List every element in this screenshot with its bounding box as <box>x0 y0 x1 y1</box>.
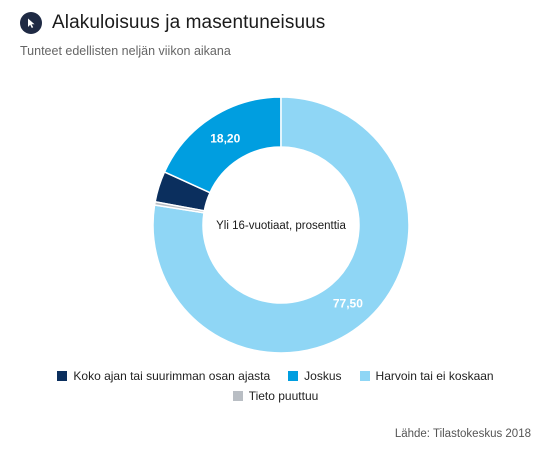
slice-data-label-1: 18,20 <box>210 131 240 145</box>
legend-swatch <box>288 371 299 381</box>
legend-item-1: Joskus <box>288 369 342 383</box>
legend-label: Joskus <box>304 369 342 383</box>
chart-header: Alakuloisuus ja masentuneisuus <box>20 12 325 34</box>
legend-item-3: Tieto puuttuu <box>232 389 319 403</box>
legend-row-2: Tieto puuttuu <box>0 386 551 406</box>
legend-item-2: Harvoin tai ei koskaan <box>359 369 494 383</box>
legend-label: Tieto puuttuu <box>248 389 319 403</box>
donut-chart: 18,20 77,50 Yli 16-vuotiaat, prosenttia <box>152 96 410 354</box>
donut-slice-3 <box>153 200 206 214</box>
slice-data-label-2: 77,50 <box>333 296 363 310</box>
legend-row-1: Koko ajan tai suurimman osan ajasta Josk… <box>0 366 551 386</box>
cursor-arrow-icon <box>20 12 42 34</box>
legend-swatch <box>359 371 370 381</box>
legend-label: Harvoin tai ei koskaan <box>375 369 494 383</box>
chart-title: Alakuloisuus ja masentuneisuus <box>52 12 326 33</box>
legend-swatch <box>57 371 68 381</box>
legend-item-0: Koko ajan tai suurimman osan ajasta <box>57 369 270 383</box>
chart-subtitle: Tunteet edellisten neljän viikon aikana <box>20 44 231 58</box>
donut-center-label: Yli 16-vuotiaat, prosenttia <box>216 220 346 232</box>
chart-legend: Koko ajan tai suurimman osan ajasta Josk… <box>0 366 551 406</box>
donut-slice-2 <box>152 96 410 354</box>
legend-label: Koko ajan tai suurimman osan ajasta <box>73 369 271 383</box>
legend-swatch <box>232 391 243 401</box>
source-note: Lähde: Tilastokeskus 2018 <box>394 428 531 440</box>
